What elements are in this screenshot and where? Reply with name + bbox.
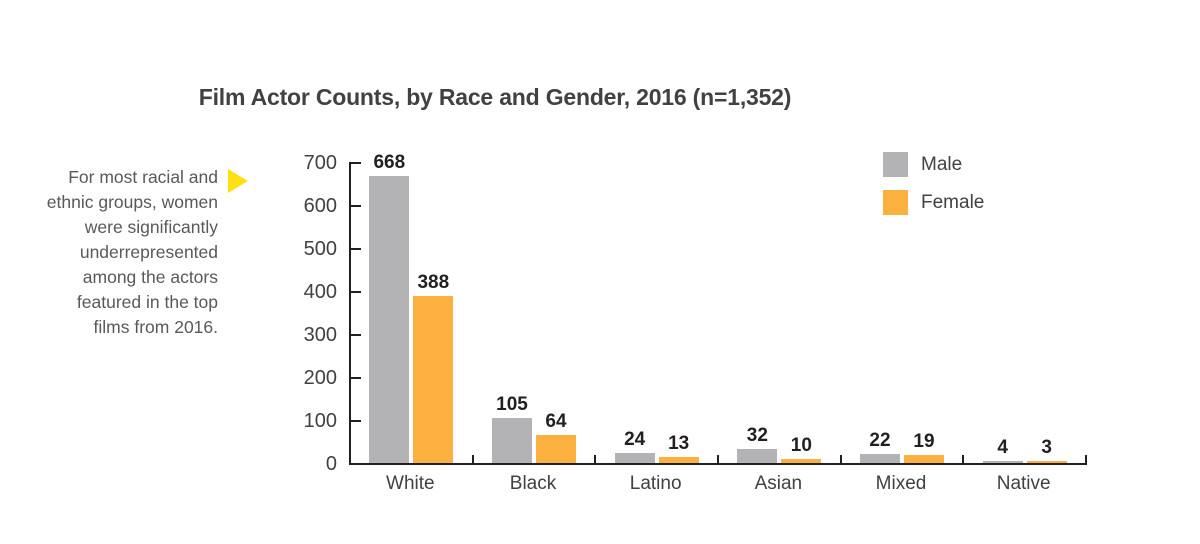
- x-axis-category-label: Asian: [754, 473, 803, 494]
- x-axis-tick: [1085, 455, 1087, 463]
- y-axis-tick-label: 100: [303, 410, 337, 432]
- y-axis-tick-label: 500: [303, 238, 337, 260]
- legend-label-male: Male: [921, 154, 963, 175]
- female-color-swatch: [883, 190, 908, 215]
- bar-value-label: 3: [1041, 437, 1052, 458]
- bar-female-latino: [658, 457, 699, 463]
- bar-male-white: [369, 175, 410, 463]
- x-axis-category-label: Latino: [629, 473, 682, 494]
- y-axis-tick-label: 400: [303, 281, 337, 303]
- x-axis-category-label: Mixed: [875, 473, 927, 494]
- y-axis-tick: [351, 205, 361, 207]
- legend-item-male: Male: [883, 152, 984, 177]
- annotation-line: underrepresented: [79, 242, 218, 262]
- x-axis-category-label: Native: [996, 473, 1051, 494]
- y-axis-tick: [351, 420, 361, 422]
- y-axis-line: [349, 162, 351, 465]
- legend-item-female: Female: [883, 190, 984, 215]
- bar-male-black: [492, 417, 532, 463]
- bar-female-mixed: [904, 454, 944, 463]
- bar-value-label: 32: [746, 425, 768, 447]
- x-axis-tick: [471, 455, 474, 463]
- bar-value-label: 105: [496, 393, 528, 415]
- bar-value-label: 668: [373, 151, 406, 173]
- bar-value-label: 388: [417, 272, 450, 294]
- bar-male-native: [982, 461, 1023, 463]
- annotation-pointer-triangle-icon: [228, 169, 248, 193]
- legend-label-female: Female: [921, 192, 985, 213]
- y-axis-tick: [351, 291, 361, 293]
- y-axis-tick: [351, 162, 361, 164]
- bar-value-label: 22: [869, 429, 891, 451]
- bar-value-label: 13: [668, 433, 690, 455]
- y-axis-tick: [351, 334, 361, 336]
- bar-value-label: 64: [545, 411, 567, 433]
- y-axis-tick-label: 300: [303, 324, 337, 346]
- annotation-line: featured in the top: [76, 292, 218, 312]
- annotation-line: among the actors: [82, 267, 218, 287]
- bar-male-mixed: [860, 453, 900, 463]
- bar-value-label: 19: [913, 430, 935, 452]
- y-axis-tick-label: 0: [325, 453, 337, 475]
- y-axis-tick-label: 200: [303, 367, 337, 389]
- bar-value-label: 24: [624, 428, 646, 450]
- annotation-line: For most racial and: [68, 167, 218, 187]
- annotation-text: For most racial and ethnic groups, women…: [20, 165, 218, 340]
- bar-female-black: [536, 435, 576, 463]
- bar-value-label: 10: [790, 434, 812, 456]
- x-axis-tick: [962, 455, 965, 463]
- x-axis-line: [349, 463, 1087, 465]
- bar-male-asian: [737, 449, 778, 463]
- chart-title: Film Actor Counts, by Race and Gender, 2…: [198, 84, 792, 110]
- y-axis-tick-label: 600: [303, 195, 337, 217]
- annotation-line: films from 2016.: [93, 317, 218, 337]
- male-color-swatch: [883, 152, 908, 177]
- y-axis-tick-label: 700: [303, 152, 337, 174]
- x-axis-category-label: White: [386, 473, 435, 494]
- bar-male-latino: [614, 452, 655, 463]
- bar-value-label: 4: [997, 437, 1008, 458]
- bar-female-native: [1026, 461, 1067, 463]
- y-axis-tick: [351, 377, 361, 379]
- legend: Male Female: [883, 152, 984, 228]
- x-axis-tick: [717, 455, 719, 463]
- bar-female-white: [413, 296, 454, 463]
- annotation-line: ethnic groups, women: [46, 192, 218, 212]
- y-axis-tick: [351, 248, 361, 250]
- bar-female-asian: [781, 458, 822, 463]
- x-axis-tick: [839, 455, 842, 463]
- x-axis-category-label: Black: [509, 473, 557, 494]
- annotation-line: were significantly: [84, 217, 218, 237]
- x-axis-tick: [594, 455, 597, 463]
